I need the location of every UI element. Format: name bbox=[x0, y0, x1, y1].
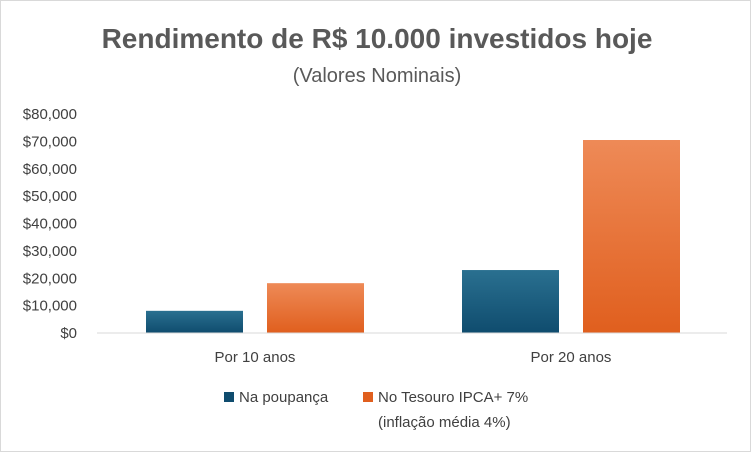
y-tick-label: $60,000 bbox=[23, 161, 77, 178]
legend-swatch-na-poupanca bbox=[224, 392, 234, 402]
bar-series-1-cat-0 bbox=[267, 283, 364, 333]
y-tick-label: $50,000 bbox=[23, 188, 77, 205]
legend-label-na-poupanca: Na poupança bbox=[239, 389, 329, 406]
legend: Na poupança No Tesouro IPCA+ 7% (inflaçã… bbox=[224, 389, 528, 431]
y-tick-label: $10,000 bbox=[23, 298, 77, 315]
x-category-label: Por 10 anos bbox=[215, 349, 296, 366]
y-tick-label: $70,000 bbox=[23, 133, 77, 150]
x-category-label: Por 20 anos bbox=[531, 349, 612, 366]
y-tick-label: $0 bbox=[60, 325, 77, 342]
bar-series-1-cat-1 bbox=[583, 140, 680, 333]
y-tick-label: $40,000 bbox=[23, 216, 77, 233]
y-axis: $0 $10,000 $20,000 $30,000 $40,000 $50,000 $60… bbox=[23, 106, 77, 342]
bar-series-0-cat-1 bbox=[462, 270, 559, 333]
bar-series-0-cat-0 bbox=[146, 310, 243, 333]
y-tick-label: $30,000 bbox=[23, 243, 77, 260]
chart-title: Rendimento de R$ 10.000 investidos hoje bbox=[102, 23, 653, 54]
y-tick-label: $20,000 bbox=[23, 270, 77, 287]
legend-label-tesouro-ipca: No Tesouro IPCA+ 7% bbox=[378, 389, 528, 406]
legend-label-tesouro-ipca-line2: (inflação média 4%) bbox=[378, 414, 511, 431]
y-tick-label: $80,000 bbox=[23, 106, 77, 123]
x-axis: Por 10 anos Por 20 anos bbox=[215, 349, 612, 366]
legend-swatch-tesouro-ipca bbox=[363, 392, 373, 402]
plot-area bbox=[146, 140, 680, 333]
chart-subtitle: (Valores Nominais) bbox=[293, 65, 462, 87]
